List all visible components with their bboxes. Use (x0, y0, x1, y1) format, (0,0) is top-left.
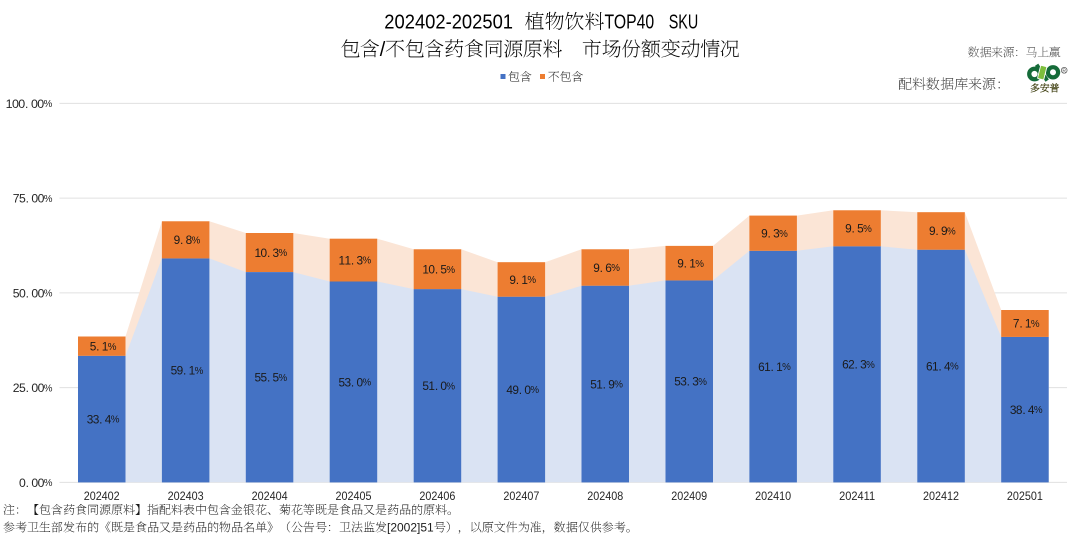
svg-text:5.1%: 5. 1% (90, 339, 117, 353)
svg-text:202501: 202501 (1007, 489, 1043, 503)
svg-text:100.00%: 100. 00% (6, 97, 53, 111)
svg-text:53.0%: 53. 0% (338, 375, 371, 389)
svg-text:9.1%: 9. 1% (677, 256, 704, 270)
svg-text:9.1%: 9. 1% (509, 273, 536, 287)
svg-text:53.3%: 53. 3% (674, 375, 707, 389)
svg-text:62.3%: 62. 3% (842, 358, 875, 372)
svg-text:数据来源：马上赢: 数据来源：马上赢 (968, 46, 1061, 60)
svg-text:202412: 202412 (923, 489, 959, 503)
svg-text:注：【包含药食同源原料】指配料表中包含金银花、菊花等既是食品: 注：【包含药食同源原料】指配料表中包含金银花、菊花等既是食品又是药品的原料。 (3, 503, 459, 517)
svg-text:9.3%: 9. 3% (761, 227, 788, 241)
svg-text:202402: 202402 (84, 489, 120, 503)
svg-text:不包含: 不包含 (548, 70, 584, 84)
svg-text:51.9%: 51. 9% (590, 377, 623, 391)
svg-text:202409: 202409 (671, 489, 707, 503)
svg-text:7.1%: 7. 1% (1013, 317, 1040, 331)
svg-text:202410: 202410 (755, 489, 791, 503)
svg-text:25.00%: 25. 00% (13, 381, 53, 395)
svg-text:多安普: 多安普 (1030, 82, 1060, 94)
svg-text:61.4%: 61. 4% (926, 359, 959, 373)
svg-text:61.1%: 61. 1% (758, 360, 791, 374)
svg-text:33.4%: 33. 4% (87, 412, 120, 426)
svg-text:202405: 202405 (336, 489, 372, 503)
svg-text:202411: 202411 (839, 489, 875, 503)
svg-text:配料数据库来源：: 配料数据库来源： (898, 76, 1010, 92)
svg-text:51.0%: 51. 0% (422, 379, 455, 393)
svg-text:202403: 202403 (168, 489, 204, 503)
svg-text:38.4%: 38. 4% (1010, 403, 1043, 417)
svg-text:R: R (1062, 68, 1066, 74)
svg-text:10.5%: 10. 5% (422, 263, 455, 277)
svg-text:包含: 包含 (508, 70, 532, 84)
svg-text:10.3%: 10. 3% (255, 246, 288, 260)
svg-text:9.5%: 9. 5% (845, 222, 872, 236)
svg-text:植物饮料: 植物饮料 (525, 11, 605, 33)
svg-text:9.6%: 9. 6% (593, 261, 620, 275)
svg-text:TOP40: TOP40 (605, 11, 655, 33)
svg-text:55.5%: 55. 5% (255, 371, 288, 385)
svg-text:9.8%: 9. 8% (174, 233, 201, 247)
svg-text:参考卫生部发布的《既是食品又是药品的物品名单》（公告号：卫法: 参考卫生部发布的《既是食品又是药品的物品名单》（公告号：卫法监发[2002]51… (3, 521, 638, 535)
svg-text:50.00%: 50. 00% (13, 286, 53, 300)
svg-text:202406: 202406 (419, 489, 455, 503)
svg-text:202402-202501: 202402-202501 (384, 11, 513, 33)
svg-text:9.9%: 9. 9% (929, 224, 956, 238)
svg-text:202408: 202408 (587, 489, 623, 503)
svg-text:包含/不包含药食同源原料 市场份额变动情况: 包含/不包含药食同源原料 市场份额变动情况 (340, 38, 739, 61)
svg-text:11.3%: 11. 3% (338, 253, 371, 267)
svg-text:59.1%: 59. 1% (171, 364, 204, 378)
svg-text:75.00%: 75. 00% (13, 192, 53, 206)
svg-text:49.0%: 49. 0% (506, 383, 539, 397)
svg-text:SKU: SKU (669, 11, 699, 33)
svg-text:202407: 202407 (503, 489, 539, 503)
svg-text:202404: 202404 (252, 489, 288, 503)
svg-text:0.00%: 0. 00% (19, 476, 53, 490)
